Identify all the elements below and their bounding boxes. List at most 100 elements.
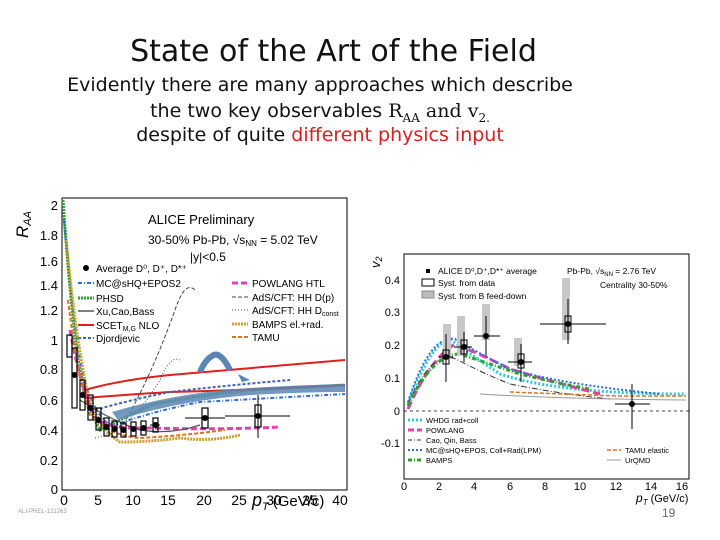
data-point (202, 415, 208, 421)
data-point (629, 401, 635, 407)
legend-entry: POWLANG HTL (252, 279, 325, 290)
and-word: and (419, 100, 468, 122)
legend-entry: TAMU elastic (625, 446, 669, 455)
data-point (103, 424, 110, 430)
legend-entry: AdS/CFT: HH Dconst (252, 306, 339, 318)
legend-entry: TAMU (252, 333, 280, 344)
subtitle-line-2: the two key observables RAA and v2. (0, 100, 640, 125)
raa-data-points (66, 334, 290, 438)
raa-x-axis-label: pT (GeV/c) (251, 490, 324, 510)
data-point (71, 372, 78, 378)
bfeed-syst (457, 316, 465, 356)
overlay-arrow-band (112, 384, 345, 420)
v2-ytick: 0.1 (385, 373, 400, 385)
data-point (461, 344, 467, 350)
bfeed-syst (562, 278, 570, 340)
raa-ytick: 0 (51, 482, 58, 497)
raa-xtick: 35 (302, 492, 318, 508)
raa-ytick: 2 (51, 198, 58, 213)
v2-header-1: ALICE D⁰,D⁺,D*⁺ average (438, 266, 537, 276)
v2-x-ticks: 0 2 4 6 8 10 12 14 16 (401, 481, 688, 493)
raa-ytick: 0.4 (40, 423, 58, 438)
raa-xtick: 5 (94, 492, 102, 508)
v2-xtick: 4 (471, 481, 477, 493)
raa-header-3: |y|<0.5 (190, 250, 226, 264)
raa-plot-frame (61, 197, 348, 491)
curve-bamps (406, 352, 591, 407)
legend-entry: Djordjevic (96, 334, 140, 345)
v2-model-curves (406, 337, 687, 410)
v2-legend-top: ALICE D⁰,D⁺,D*⁺ average Syst. from data … (421, 266, 668, 301)
data-point (130, 426, 137, 432)
data-point (255, 413, 261, 419)
legend-entry: Syst. from B feed-down (438, 291, 527, 301)
v2-plot: -0.1 0 0.1 0.2 0.3 0.4 0 2 4 6 8 10 12 1… (368, 253, 690, 506)
raa-xtick: 30 (266, 492, 282, 508)
figure-id-tag: ALI-PREL-121263 (18, 509, 67, 515)
highlighted-phrase: different physics input (291, 124, 504, 146)
raa-ytick: 1.8 (40, 228, 58, 243)
curve-tamu (509, 391, 686, 397)
legend-entry: MC@sHQ+EPOS, Coll+Rad(LPM) (426, 446, 542, 455)
overlay-arrow-head (238, 374, 250, 382)
raa-ytick: 1 (51, 333, 58, 348)
v2-xtick: 2 (436, 481, 442, 493)
v2-symbol: v2. (467, 100, 490, 125)
bfeed-syst (514, 338, 522, 366)
legend-entry: MC@sHQ+EPOS2 (96, 279, 181, 290)
v2-y-axis-label: v2 (368, 256, 384, 268)
raa-plot: 0 0.2 0.4 0.6 0.8 1 1.2 1.4 1.6 1.8 2 0 … (13, 197, 348, 510)
legend-box (421, 290, 435, 299)
v2-plot-frame (403, 253, 690, 480)
legend-entry: Cao, Qin, Bass (426, 436, 477, 445)
raa-header-2: 30-50% Pb-Pb, √sNN = 5.02 TeV (148, 233, 318, 248)
data-point (443, 354, 449, 360)
data-point (140, 425, 147, 431)
raa-y-ticks: 0 0.2 0.4 0.6 0.8 1 1.2 1.4 1.6 1.8 2 (40, 198, 58, 497)
v2-xtick: 14 (645, 481, 657, 493)
v2-xtick: 6 (507, 481, 513, 493)
raa-ytick: 1.4 (40, 278, 58, 293)
data-point (565, 321, 571, 327)
raa-xtick: 20 (196, 492, 212, 508)
v2-xtick: 8 (542, 481, 548, 493)
subtitle-line-1: Evidently there are many approaches whic… (67, 74, 573, 96)
subtitle-line-3: despite of quite different physics input (136, 124, 504, 146)
legend-marker (83, 265, 89, 271)
data-point (79, 392, 86, 398)
v2-y-ticks: -0.1 0 0.1 0.2 0.3 0.4 (381, 275, 400, 450)
data-point (483, 333, 489, 339)
raa-y-axis-label: RAA (13, 211, 34, 238)
curve-xu-cao-bass (79, 399, 201, 433)
data-point (518, 359, 524, 365)
raa-ytick: 0.8 (40, 362, 58, 377)
data-point (120, 427, 127, 433)
subtitle-line-2-text: the two key observables (150, 100, 389, 122)
data-point (87, 405, 94, 411)
curve-urqmd (479, 393, 687, 401)
raa-symbol: RAA (388, 100, 420, 125)
raa-legend-left: Average D⁰, D⁺, D*⁺ MC@sHQ+EPOS2 PHSD Xu… (78, 264, 187, 345)
overlay-arrow-curve (197, 351, 233, 374)
bfeed-syst (443, 324, 451, 358)
curve-mcshq (407, 337, 661, 403)
v2-legend-bottom: WHDG rad+coll POWLANG Cao, Qin, Bass MC@… (408, 416, 669, 465)
legend-entry: WHDG rad+coll (426, 416, 479, 425)
legend-entry: PHSD (96, 294, 124, 305)
curve-scet-upper (84, 359, 346, 391)
v2-centrality: Centrality 30-50% (600, 280, 668, 290)
raa-x-ticks: 0 5 10 15 20 25 30 35 40 (60, 492, 348, 508)
v2-header-2: Pb-Pb, √sNN = 2.76 TeV (567, 266, 656, 278)
raa-header-1: ALICE Preliminary (148, 212, 255, 227)
raa-xtick: 10 (125, 492, 141, 508)
legend-entry: POWLANG (426, 426, 465, 435)
curve-djordjevic (94, 379, 291, 411)
raa-ytick: 0.6 (40, 393, 58, 408)
legend-entry: BAMPS (426, 456, 452, 465)
page-number: 19 (662, 506, 676, 520)
legend-entry: BAMPS el.+rad. (252, 320, 323, 331)
raa-xtick: 15 (160, 492, 176, 508)
v2-ytick: 0.2 (385, 340, 400, 352)
legend-entry: UrQMD (625, 456, 651, 465)
legend-entry: SCETM,G NLO (96, 321, 159, 333)
